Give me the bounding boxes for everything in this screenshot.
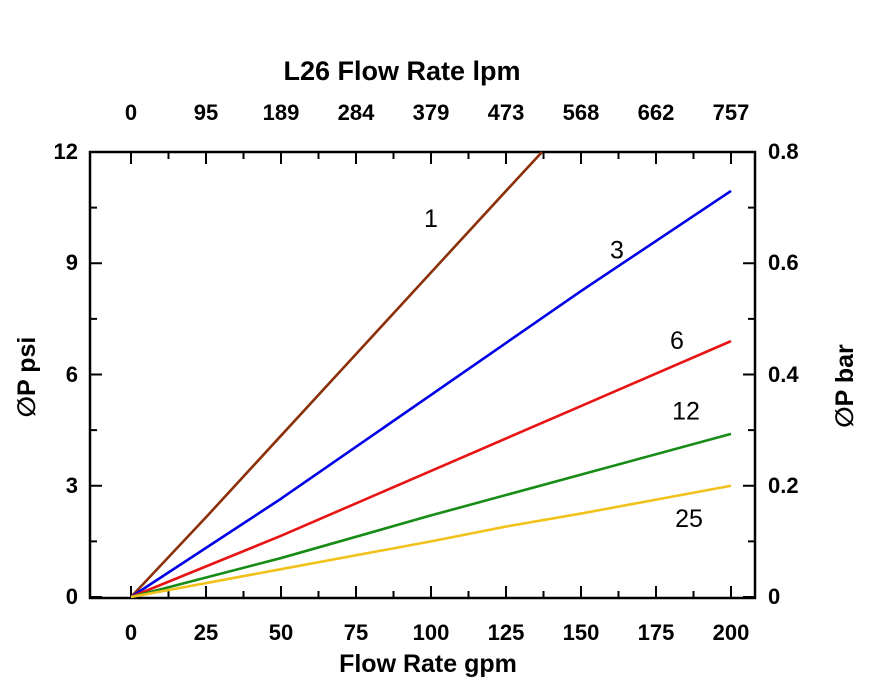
y-tick-label-psi: 0	[65, 584, 78, 609]
x-tick-label-gpm: 175	[637, 620, 675, 645]
curve-label-25: 25	[675, 505, 703, 533]
x-tick-label-lpm: 379	[412, 100, 450, 125]
y-tick-label-bar: 0.4	[768, 361, 799, 387]
series-line-6	[130, 339, 732, 599]
y-tick-label-psi: 6	[65, 361, 78, 387]
y-tick-label-psi: 12	[53, 139, 78, 164]
x-tick-label-gpm: 50	[268, 620, 294, 645]
x-tick-label-gpm: 150	[562, 620, 600, 645]
y-tick-label-psi: 9	[65, 250, 78, 276]
x-tick-label-gpm: 0	[124, 620, 138, 645]
y-tick-label-bar: 0.6	[768, 250, 799, 276]
curve-label-12: 12	[672, 398, 700, 426]
series-line-12	[130, 432, 732, 599]
top-axis-title: L26 Flow Rate lpm	[283, 56, 521, 86]
y-tick-label-bar: 0.8	[768, 139, 799, 164]
x-tick-label-gpm: 200	[712, 620, 750, 645]
x-tick-label-lpm: 473	[487, 100, 525, 125]
x-tick-label-gpm: 100	[412, 620, 450, 645]
series-line-3	[130, 189, 732, 599]
x-tick-label-lpm: 757	[712, 100, 750, 125]
x-tick-label-lpm: 284	[337, 100, 375, 125]
curve-label-6: 6	[670, 327, 684, 355]
curve-label-1: 1	[424, 205, 438, 233]
x-tick-label-gpm: 25	[193, 620, 219, 645]
curve-label-3: 3	[610, 236, 624, 264]
x-tick-label-lpm: 189	[262, 100, 300, 125]
x-tick-label-gpm: 75	[343, 620, 369, 645]
series-line-25	[130, 484, 732, 599]
series-line-1	[130, 151, 543, 598]
x-tick-label-lpm: 662	[637, 100, 675, 125]
x-tick-label-lpm: 0	[124, 100, 138, 125]
y-tick-label-bar: 0	[768, 584, 781, 609]
x-axis-title: Flow Rate gpm	[339, 650, 517, 678]
x-tick-label-gpm: 125	[487, 620, 525, 645]
x-tick-label-lpm: 568	[562, 100, 600, 125]
y-tick-label-bar: 0.2	[768, 472, 799, 498]
y-tick-label-psi: 3	[65, 472, 78, 498]
x-tick-label-lpm: 95	[193, 100, 219, 125]
